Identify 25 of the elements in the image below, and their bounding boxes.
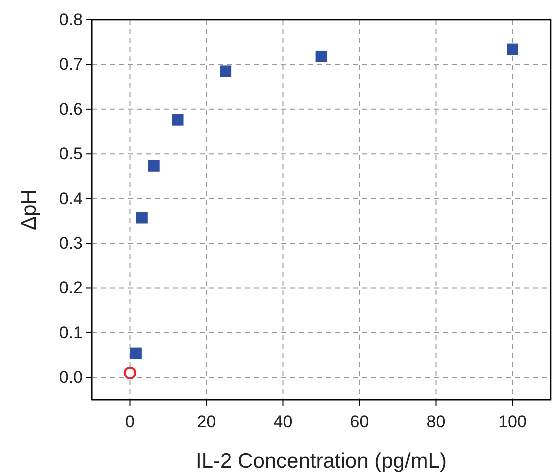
point bbox=[172, 114, 184, 126]
y-axis-title: ΔpH bbox=[18, 190, 41, 230]
y-tick-label: 0.1 bbox=[59, 323, 83, 342]
y-tick-label: 0.2 bbox=[59, 278, 83, 298]
point bbox=[220, 66, 232, 78]
y-tick-label: 0.4 bbox=[59, 189, 83, 208]
x-tick-label: 80 bbox=[426, 412, 446, 432]
x-tick-label: 40 bbox=[274, 412, 293, 432]
point bbox=[136, 212, 148, 224]
point bbox=[316, 50, 328, 62]
y-tick-label: 0.3 bbox=[59, 234, 83, 253]
x-tick-label: 20 bbox=[197, 412, 216, 432]
point bbox=[507, 44, 518, 56]
y-tick-label: 0.7 bbox=[59, 55, 83, 74]
x-tick-label: 0 bbox=[126, 412, 135, 432]
y-tick-label: 0.5 bbox=[59, 144, 83, 164]
point bbox=[130, 348, 142, 360]
x-tick-label: 60 bbox=[350, 412, 370, 432]
x-axis-title: IL-2 Concentration (pg/mL) bbox=[196, 450, 447, 473]
point bbox=[124, 366, 137, 380]
point bbox=[148, 160, 160, 172]
y-tick-label: 0.0 bbox=[59, 368, 83, 388]
y-tick-label: 0.8 bbox=[59, 10, 83, 30]
y-tick-label: 0.6 bbox=[59, 100, 83, 119]
x-tick-label: 100 bbox=[498, 412, 527, 432]
